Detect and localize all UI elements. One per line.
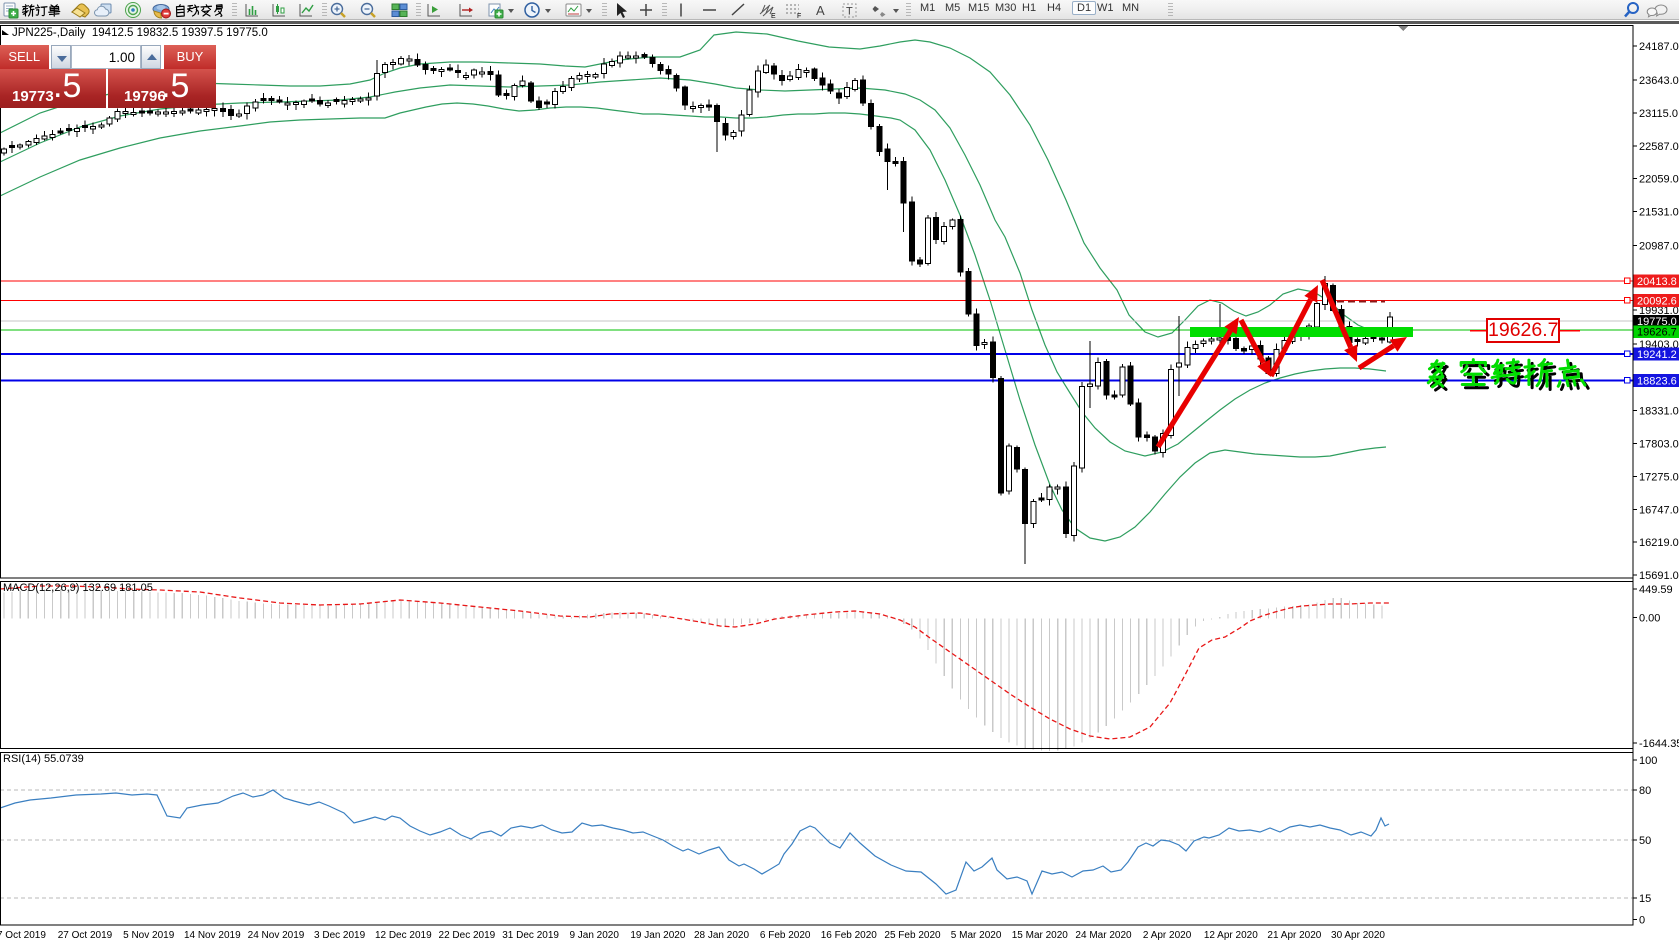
svg-text:22 Dec 2019: 22 Dec 2019 xyxy=(439,930,496,941)
svg-text:18331.0: 18331.0 xyxy=(1639,406,1679,418)
svg-text:16747.0: 16747.0 xyxy=(1639,504,1679,516)
svg-text:15: 15 xyxy=(1639,893,1651,905)
svg-text:5 Nov 2019: 5 Nov 2019 xyxy=(123,930,175,941)
svg-text:14 Nov 2019: 14 Nov 2019 xyxy=(184,930,241,941)
svg-text:19931.0: 19931.0 xyxy=(1639,305,1679,317)
svg-text:16 Feb 2020: 16 Feb 2020 xyxy=(821,930,878,941)
svg-text:15691.0: 15691.0 xyxy=(1639,570,1679,582)
svg-text:19626.7: 19626.7 xyxy=(1637,327,1677,339)
svg-text:12 Dec 2019: 12 Dec 2019 xyxy=(375,930,432,941)
svg-text:25 Feb 2020: 25 Feb 2020 xyxy=(884,930,941,941)
svg-text:27 Oct 2019: 27 Oct 2019 xyxy=(58,930,113,941)
svg-text:0: 0 xyxy=(1639,915,1645,927)
svg-text:449.59: 449.59 xyxy=(1639,584,1673,596)
svg-text:24 Mar 2020: 24 Mar 2020 xyxy=(1075,930,1132,941)
svg-text:80: 80 xyxy=(1639,785,1651,797)
svg-text:20092.6: 20092.6 xyxy=(1637,296,1677,308)
svg-text:18823.6: 18823.6 xyxy=(1637,375,1677,387)
svg-text:MACD(12,26,9) 132.69 181.05: MACD(12,26,9) 132.69 181.05 xyxy=(3,582,153,594)
svg-text:20413.8: 20413.8 xyxy=(1637,276,1677,288)
svg-text:16219.0: 16219.0 xyxy=(1639,537,1679,549)
svg-text:6 Feb 2020: 6 Feb 2020 xyxy=(760,930,811,941)
svg-text:23643.0: 23643.0 xyxy=(1639,75,1679,87)
svg-text:24 Nov 2019: 24 Nov 2019 xyxy=(248,930,305,941)
svg-text:RSI(14) 55.0739: RSI(14) 55.0739 xyxy=(3,753,84,765)
svg-text:7 Oct 2019: 7 Oct 2019 xyxy=(0,930,46,941)
svg-text:100: 100 xyxy=(1639,755,1657,767)
svg-text:9 Jan 2020: 9 Jan 2020 xyxy=(569,930,619,941)
svg-text:3 Dec 2019: 3 Dec 2019 xyxy=(314,930,366,941)
svg-text:15 Mar 2020: 15 Mar 2020 xyxy=(1012,930,1069,941)
svg-text:50: 50 xyxy=(1639,835,1651,847)
svg-text:-1644.35: -1644.35 xyxy=(1639,738,1679,750)
svg-text:22059.0: 22059.0 xyxy=(1639,174,1679,186)
svg-text:19 Jan 2020: 19 Jan 2020 xyxy=(630,930,685,941)
svg-text:23115.0: 23115.0 xyxy=(1639,108,1678,120)
svg-text:T: T xyxy=(846,6,853,18)
svg-text:A: A xyxy=(816,3,825,18)
svg-text:21 Apr 2020: 21 Apr 2020 xyxy=(1267,930,1321,941)
svg-text:17803.0: 17803.0 xyxy=(1639,439,1679,451)
svg-text:20987.0: 20987.0 xyxy=(1639,240,1679,252)
svg-text:F: F xyxy=(797,13,801,20)
svg-text:12 Apr 2020: 12 Apr 2020 xyxy=(1204,930,1258,941)
svg-text:22587.0: 22587.0 xyxy=(1639,141,1679,153)
svg-text:31 Dec 2019: 31 Dec 2019 xyxy=(502,930,559,941)
svg-text:5 Mar 2020: 5 Mar 2020 xyxy=(951,930,1002,941)
svg-text:19775.0: 19775.0 xyxy=(1637,316,1677,328)
svg-text:2 Apr 2020: 2 Apr 2020 xyxy=(1143,930,1192,941)
svg-text:21531.0: 21531.0 xyxy=(1639,207,1679,219)
svg-text:30 Apr 2020: 30 Apr 2020 xyxy=(1331,930,1385,941)
svg-text:E: E xyxy=(771,13,776,20)
svg-text:17275.0: 17275.0 xyxy=(1639,472,1679,484)
svg-text:19241.2: 19241.2 xyxy=(1637,349,1677,361)
svg-text:0.00: 0.00 xyxy=(1639,612,1660,624)
svg-text:28 Jan 2020: 28 Jan 2020 xyxy=(694,930,749,941)
svg-text:24187.0: 24187.0 xyxy=(1639,41,1679,53)
